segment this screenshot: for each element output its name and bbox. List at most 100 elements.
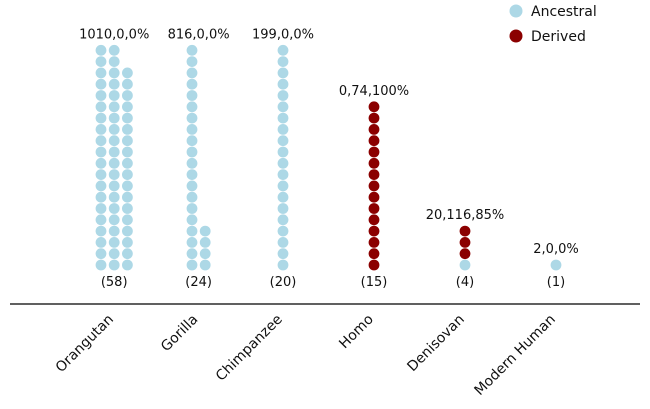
- dot-ancestral: [186, 191, 198, 203]
- category-denisovan: 20,116,85% (4) Denisovan: [404, 208, 504, 375]
- dot-ancestral: [277, 44, 289, 56]
- dot-ancestral: [95, 203, 107, 214]
- dot-ancestral: [122, 146, 133, 158]
- count-label: (20): [270, 275, 297, 290]
- dot-ancestral: [199, 259, 211, 271]
- dot-ancestral: [122, 169, 133, 181]
- dot-derived: [459, 237, 471, 248]
- dot-derived: [368, 248, 380, 260]
- dot-ancestral: [277, 157, 289, 169]
- dot-ancestral: [277, 67, 289, 79]
- dot-ancestral: [108, 146, 120, 158]
- dot-ancestral: [199, 248, 211, 260]
- annotation-label: 199,0,0%: [252, 27, 314, 42]
- dot-ancestral: [108, 180, 120, 192]
- category-chimpanzee: 199,0,0% (20) Chimpanzee: [213, 27, 314, 384]
- dot-ancestral: [199, 225, 211, 237]
- dot-ancestral: [122, 101, 133, 113]
- dot-ancestral: [277, 135, 289, 147]
- x-tick-label: Modern Human: [472, 312, 559, 399]
- dot-ancestral: [186, 203, 198, 214]
- dot-ancestral: [122, 78, 133, 90]
- dot-ancestral: [95, 112, 107, 124]
- dot-ancestral: [95, 101, 107, 113]
- count-label: (58): [101, 275, 128, 290]
- dot-ancestral: [186, 101, 198, 113]
- dot-ancestral: [186, 44, 198, 56]
- dot-derived: [368, 191, 380, 203]
- dot-derived: [459, 248, 471, 260]
- dot-ancestral: [108, 101, 120, 113]
- dot-ancestral: [186, 112, 198, 124]
- dot-ancestral: [277, 146, 289, 158]
- dot-ancestral: [108, 237, 120, 248]
- dot-ancestral: [95, 90, 107, 101]
- dot-ancestral: [122, 67, 133, 79]
- dot-ancestral: [186, 259, 198, 271]
- category-gorilla: 816,0,0% (24) Gorilla: [158, 27, 230, 355]
- dot-ancestral: [95, 191, 107, 203]
- dot-ancestral: [95, 237, 107, 248]
- legend-marker-derived: [509, 29, 523, 43]
- dot-ancestral: [186, 180, 198, 192]
- dot-ancestral: [277, 101, 289, 113]
- dot-ancestral: [186, 67, 198, 79]
- dot-derived: [368, 259, 380, 271]
- dot-ancestral: [95, 169, 107, 181]
- dot-ancestral: [108, 67, 120, 79]
- dot-derived: [368, 214, 380, 226]
- dot-derived: [368, 135, 380, 147]
- dot-ancestral: [122, 191, 133, 203]
- dot-ancestral: [95, 225, 107, 237]
- dot-ancestral: [95, 123, 107, 135]
- dot-ancestral: [108, 169, 120, 181]
- dot-ancestral: [95, 146, 107, 158]
- dot-derived: [368, 146, 380, 158]
- annotation-label: 20,116,85%: [426, 208, 505, 223]
- dot-ancestral: [277, 237, 289, 248]
- count-label: (24): [185, 275, 212, 290]
- dot-derived: [368, 237, 380, 248]
- legend-label-derived: Derived: [531, 29, 586, 45]
- dot-derived: [368, 112, 380, 124]
- dot-ancestral: [122, 203, 133, 214]
- dot-ancestral: [108, 191, 120, 203]
- count-label: (1): [547, 275, 565, 290]
- dot-ancestral: [95, 248, 107, 260]
- dot-ancestral: [122, 180, 133, 192]
- dot-ancestral: [122, 259, 133, 271]
- dot-ancestral: [277, 248, 289, 260]
- dot-ancestral: [277, 169, 289, 181]
- dot-derived: [368, 203, 380, 214]
- dot-ancestral: [186, 214, 198, 226]
- dot-ancestral: [277, 56, 289, 67]
- count-label: (4): [456, 275, 474, 290]
- dot-ancestral: [108, 248, 120, 260]
- dot-ancestral: [277, 203, 289, 214]
- annotation-label: 2,0,0%: [533, 242, 578, 257]
- dot-ancestral: [186, 225, 198, 237]
- dot-ancestral: [95, 56, 107, 67]
- dot-ancestral: [108, 135, 120, 147]
- dot-ancestral: [186, 90, 198, 101]
- dot-ancestral: [108, 90, 120, 101]
- dot-ancestral: [108, 203, 120, 214]
- dot-ancestral: [122, 112, 133, 124]
- dot-ancestral: [186, 78, 198, 90]
- x-tick-label: Orangutan: [53, 312, 117, 376]
- dot-ancestral: [186, 135, 198, 147]
- dot-ancestral: [108, 123, 120, 135]
- dot-ancestral: [95, 157, 107, 169]
- annotation-label: 1010,0,0%: [79, 27, 149, 42]
- dot-ancestral: [277, 112, 289, 124]
- annotation-label: 0,74,100%: [339, 84, 409, 99]
- dot-ancestral: [186, 56, 198, 67]
- dot-derived: [368, 169, 380, 181]
- dot-ancestral: [108, 259, 120, 271]
- x-tick-label: Gorilla: [158, 312, 201, 355]
- legend: Ancestral Derived: [509, 4, 597, 45]
- dot-ancestral: [108, 112, 120, 124]
- dot-derived: [368, 101, 380, 113]
- dot-ancestral: [550, 259, 562, 271]
- dot-ancestral: [277, 225, 289, 237]
